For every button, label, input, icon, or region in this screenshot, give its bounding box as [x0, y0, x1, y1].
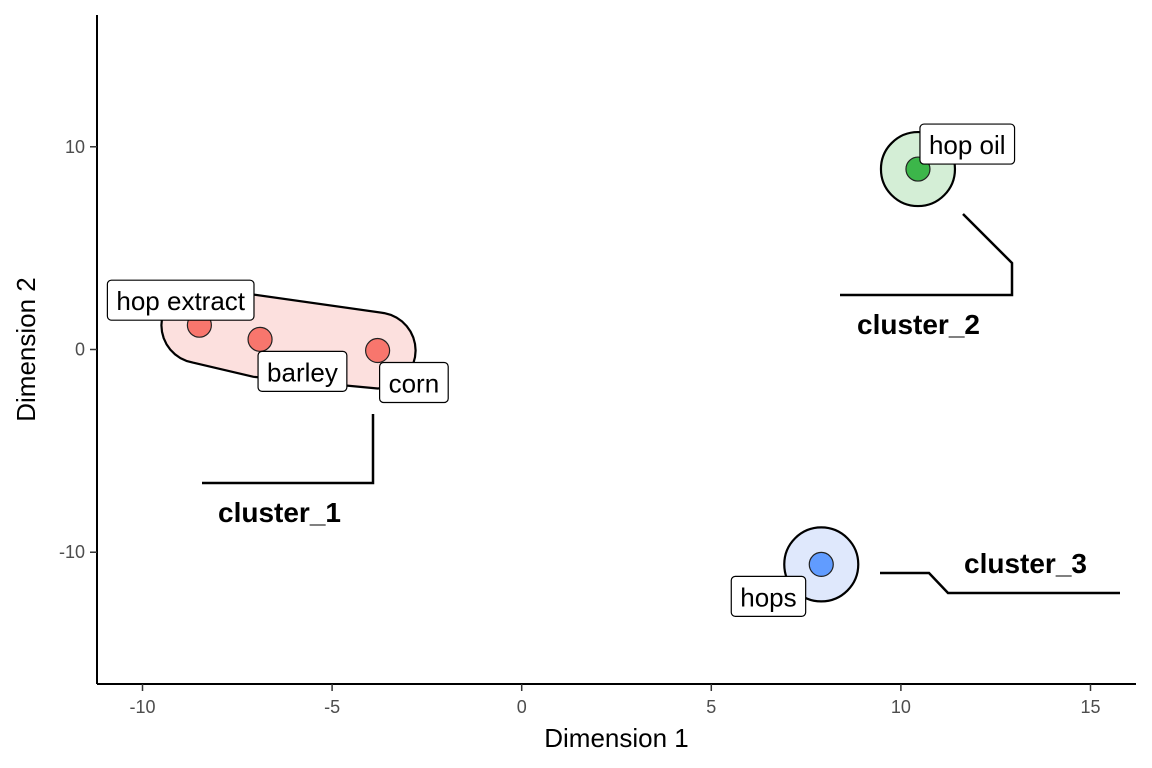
y-tick: -10 [59, 542, 97, 562]
point-label-text: corn [389, 369, 440, 399]
y-axis-title: Dimension 2 [11, 277, 41, 422]
x-tick: 0 [517, 684, 527, 717]
cluster-connector [880, 571, 1120, 595]
point-label-text: barley [267, 357, 338, 387]
x-tick-label: 15 [1080, 697, 1100, 717]
data-point [247, 326, 273, 352]
axes: -10 -5 0 5 10 15 -10 0 10 Dimension 1 Dimension… [11, 15, 1136, 753]
y-tick: 0 [75, 340, 97, 360]
y-axis-ticks: -10 0 10 [59, 137, 97, 562]
cluster-labels: cluster_1 cluster_2 cluster_3 [218, 309, 1087, 579]
point-label: barley [257, 350, 348, 392]
point-label-box [106, 279, 255, 321]
x-tick-label: -5 [324, 697, 340, 717]
cluster-connector [840, 213, 1014, 297]
x-tick: 5 [706, 684, 716, 717]
data-point [808, 551, 834, 577]
x-tick-label: -10 [129, 697, 155, 717]
x-tick-label: 5 [706, 697, 716, 717]
point-labels: hop extract barley corn hop oil hops [106, 123, 1016, 617]
point-label-box [257, 350, 348, 392]
cluster-label: cluster_3 [964, 548, 1087, 579]
data-point [365, 337, 391, 364]
cluster-connector [202, 414, 375, 485]
point-label-box [379, 361, 449, 404]
y-tick-label: -10 [59, 542, 85, 562]
point-label: hop oil [919, 123, 1016, 165]
point-label-box [730, 575, 807, 617]
x-tick: 15 [1080, 684, 1101, 717]
x-tick-label: 10 [891, 697, 911, 717]
x-tick: 10 [891, 684, 911, 717]
point-label-box [919, 123, 1016, 165]
x-tick: -5 [324, 684, 340, 717]
y-tick-label: 0 [75, 340, 85, 360]
x-axis-ticks: -10 -5 0 5 10 15 [129, 684, 1101, 717]
point-label: hop extract [106, 279, 255, 321]
x-tick: -10 [129, 684, 156, 717]
x-axis-title: Dimension 1 [544, 723, 689, 753]
point-label-text: hop extract [116, 286, 245, 316]
y-tick-label: 10 [65, 137, 85, 157]
point-label-text: hops [740, 582, 796, 612]
cluster-label: cluster_2 [857, 309, 980, 340]
point-label: hops [730, 575, 807, 617]
point-label: corn [379, 361, 449, 404]
cluster-label: cluster_1 [218, 497, 341, 528]
point-label-text: hop oil [929, 130, 1006, 160]
x-tick-label: 0 [517, 697, 527, 717]
cluster-label-connectors [202, 213, 1120, 595]
y-tick: 10 [65, 137, 97, 157]
